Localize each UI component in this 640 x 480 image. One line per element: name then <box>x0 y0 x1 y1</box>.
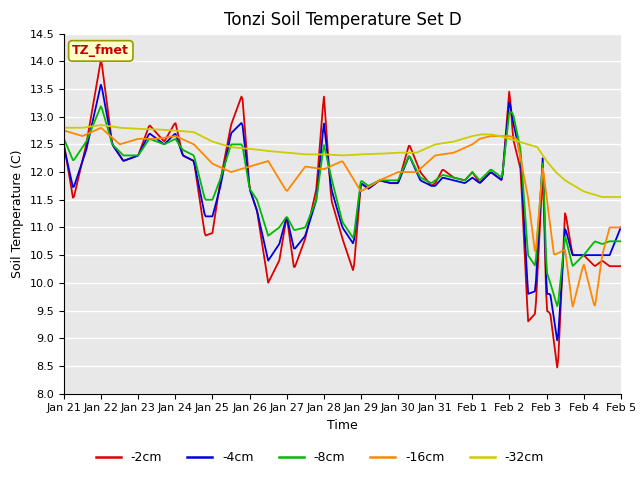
-8cm <box>518 160 525 166</box>
-16cm <box>60 128 68 133</box>
-16cm <box>569 304 577 310</box>
-8cm <box>97 104 105 109</box>
-16cm <box>518 160 525 166</box>
Title: Tonzi Soil Temperature Set D: Tonzi Soil Temperature Set D <box>223 11 461 29</box>
-4cm <box>393 180 401 186</box>
-4cm <box>617 225 625 230</box>
Line: -4cm: -4cm <box>64 85 621 340</box>
-2cm <box>362 184 370 190</box>
-16cm <box>362 185 370 191</box>
-4cm <box>326 170 333 176</box>
-32cm <box>326 152 333 157</box>
-2cm <box>554 365 561 371</box>
-4cm <box>97 82 105 88</box>
-2cm <box>393 180 401 186</box>
-16cm <box>393 170 401 176</box>
-32cm <box>60 125 68 131</box>
-8cm <box>606 239 614 244</box>
-4cm <box>60 144 68 150</box>
-32cm <box>97 122 105 128</box>
-2cm <box>329 203 337 208</box>
-2cm <box>518 185 525 191</box>
-2cm <box>326 173 333 179</box>
-16cm <box>617 225 625 230</box>
Legend: -2cm, -4cm, -8cm, -16cm, -32cm: -2cm, -4cm, -8cm, -16cm, -32cm <box>91 446 549 469</box>
Line: -16cm: -16cm <box>64 128 621 307</box>
-16cm <box>329 162 337 168</box>
-8cm <box>329 181 337 187</box>
-8cm <box>326 167 333 173</box>
Line: -8cm: -8cm <box>64 107 621 306</box>
-8cm <box>617 239 625 244</box>
-2cm <box>97 58 105 63</box>
Line: -2cm: -2cm <box>64 60 621 368</box>
-32cm <box>518 140 525 145</box>
-4cm <box>518 169 525 175</box>
-32cm <box>606 194 614 200</box>
-16cm <box>326 164 333 169</box>
-8cm <box>362 181 370 187</box>
Y-axis label: Soil Temperature (C): Soil Temperature (C) <box>11 149 24 278</box>
Text: TZ_fmet: TZ_fmet <box>72 44 129 58</box>
-4cm <box>606 252 614 258</box>
-32cm <box>362 151 370 157</box>
-8cm <box>554 303 561 309</box>
-16cm <box>606 225 614 230</box>
-32cm <box>599 194 607 200</box>
-32cm <box>329 152 337 158</box>
-8cm <box>60 136 68 142</box>
-4cm <box>329 192 337 197</box>
Line: -32cm: -32cm <box>64 125 621 197</box>
-16cm <box>97 125 105 131</box>
-4cm <box>362 184 370 190</box>
X-axis label: Time: Time <box>327 419 358 432</box>
-2cm <box>60 142 68 147</box>
-32cm <box>617 194 625 200</box>
-32cm <box>393 150 401 156</box>
-2cm <box>606 264 614 269</box>
-4cm <box>554 337 561 343</box>
-2cm <box>617 264 625 269</box>
-8cm <box>393 178 401 183</box>
